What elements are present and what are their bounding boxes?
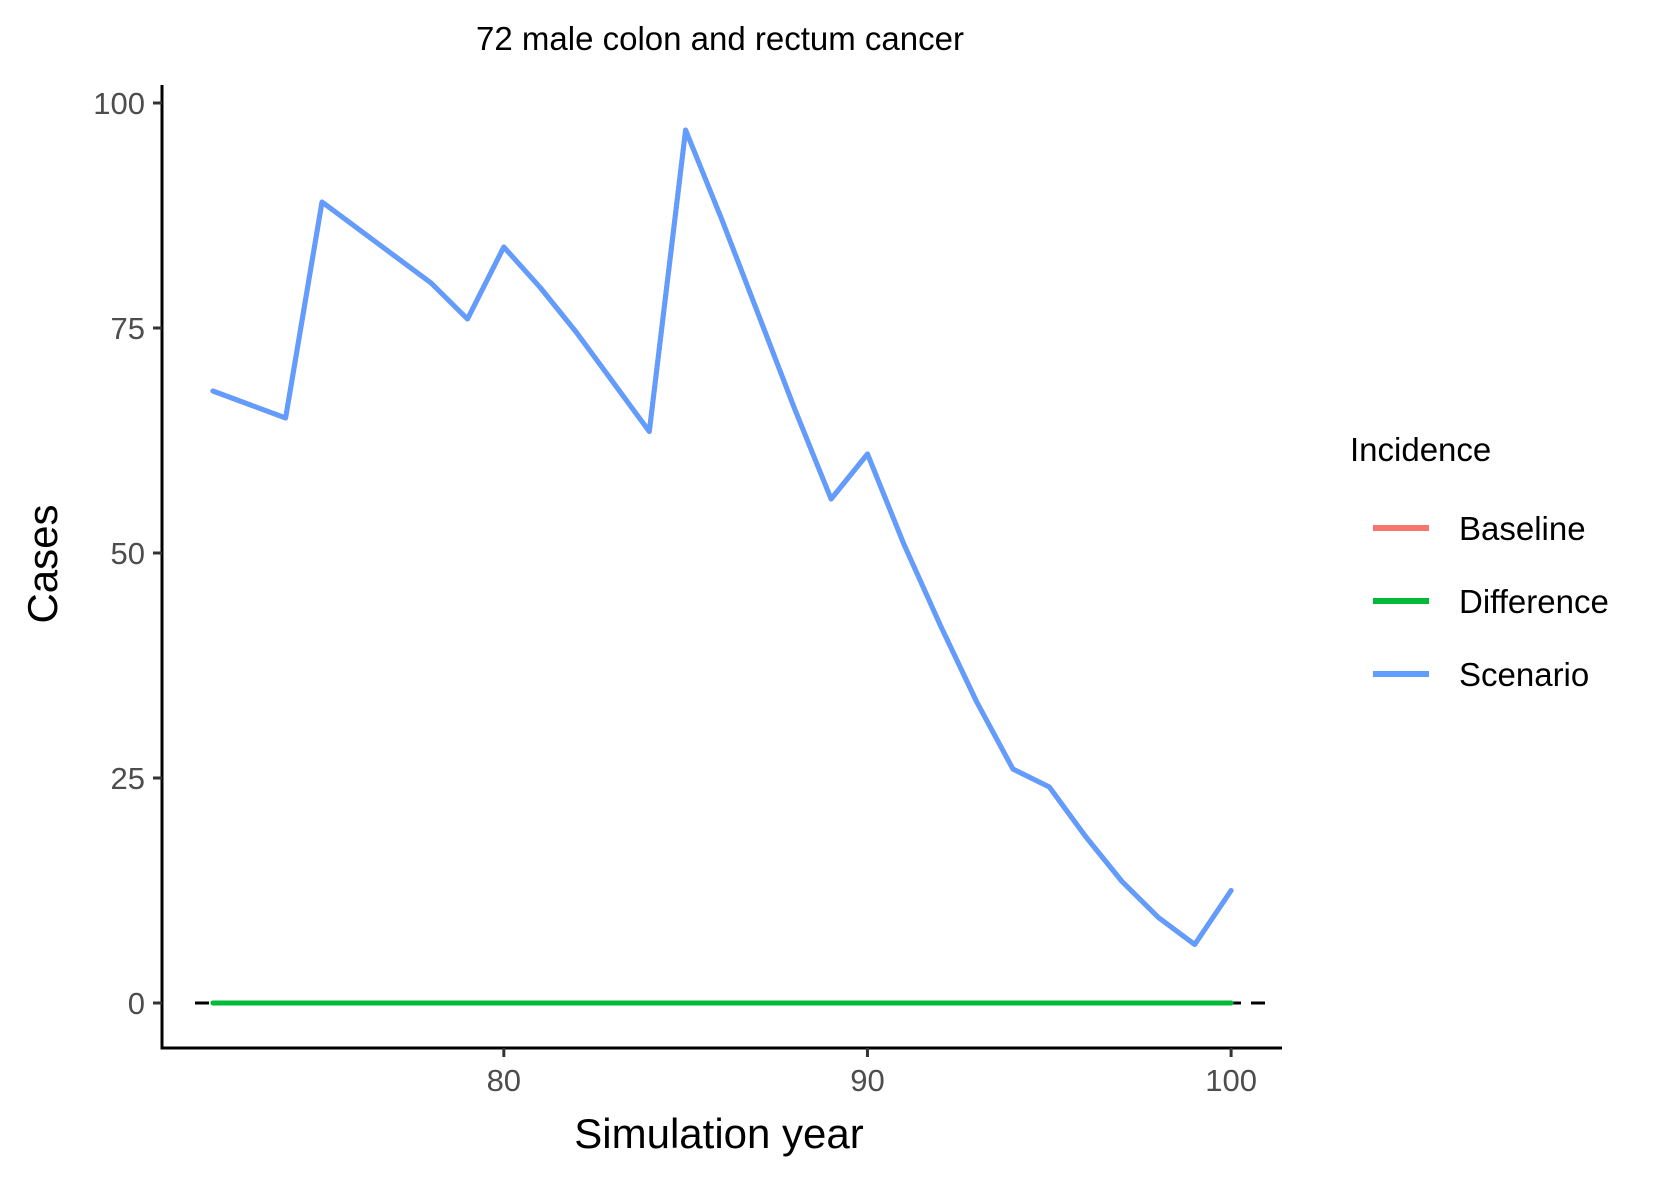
y-tick-label: 100 [93,86,145,121]
x-tick-label: 90 [850,1063,884,1098]
legend-title: Incidence [1350,431,1491,468]
axes: 0 25 50 75 100 80 90 100 [93,85,1282,1098]
y-tick-label: 25 [111,761,145,796]
y-axis-title: Cases [19,504,66,623]
series-line-scenario [210,127,1234,947]
y-tick-label: 50 [111,536,145,571]
legend: Incidence Baseline Difference Scenario [1350,431,1609,693]
y-tick-label: 0 [128,986,145,1021]
legend-label-scenario: Scenario [1459,656,1589,693]
x-tick-label: 100 [1205,1063,1257,1098]
series-line-baseline [210,127,1234,947]
x-axis-title: Simulation year [574,1110,863,1157]
plot-area [195,127,1272,1006]
legend-label-difference: Difference [1459,583,1609,620]
chart-title: 72 male colon and rectum cancer [476,20,964,57]
y-tick-label: 75 [111,311,145,346]
legend-label-baseline: Baseline [1459,510,1586,547]
x-tick-label: 80 [487,1063,521,1098]
